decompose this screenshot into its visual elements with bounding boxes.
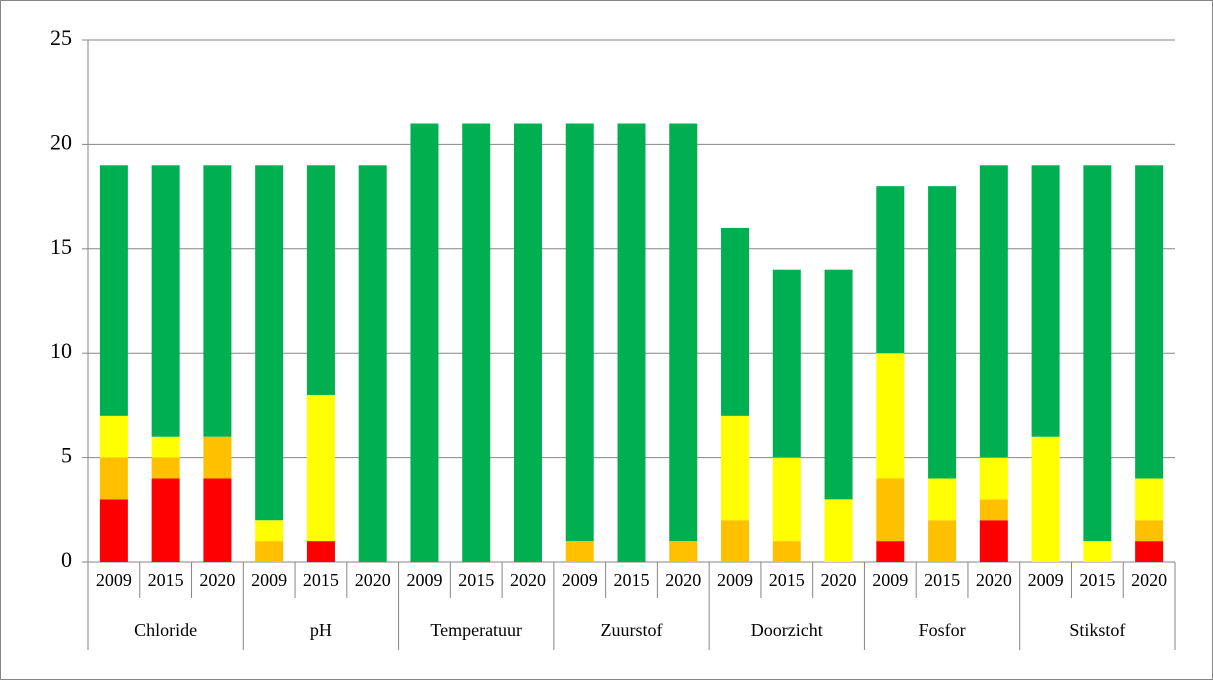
x-tick-label: 2015 — [924, 570, 960, 590]
x-tick-label: 2020 — [665, 570, 701, 590]
bar-segment — [1135, 478, 1164, 521]
x-tick-label: 2009 — [1028, 570, 1064, 590]
x-tick-label: 2020 — [510, 570, 546, 590]
x-tick-label: 2009 — [562, 570, 598, 590]
bar-segment — [1031, 436, 1060, 562]
bar-segment — [824, 269, 853, 500]
bar-segment — [876, 186, 905, 354]
group-label: Zuurstof — [601, 620, 663, 640]
x-tick-label: 2015 — [614, 570, 650, 590]
bar-segment — [203, 165, 232, 437]
bar-segment — [1083, 165, 1112, 542]
x-tick-label: 2020 — [199, 570, 235, 590]
bar-segment — [772, 541, 801, 562]
bar-segment — [151, 478, 180, 562]
bar-segment — [1083, 541, 1112, 562]
x-tick-label: 2020 — [821, 570, 857, 590]
x-tick-label: 2020 — [355, 570, 391, 590]
x-tick-label: 2009 — [251, 570, 287, 590]
y-tick-label: 0 — [61, 547, 72, 572]
bar-segment — [306, 541, 335, 562]
bar-segment — [1135, 520, 1164, 542]
y-tick-label: 5 — [61, 443, 72, 468]
bar-segment — [772, 457, 801, 542]
bar-segment — [203, 436, 232, 479]
bar-segment — [979, 499, 1008, 521]
group-label: Fosfor — [919, 620, 966, 640]
bar-segment — [876, 353, 905, 479]
bar-segment — [928, 520, 957, 562]
y-tick-label: 25 — [50, 25, 72, 50]
bar-segment — [876, 541, 905, 562]
bar-segment — [721, 520, 750, 562]
bar-segment — [306, 394, 335, 542]
bar-segment — [979, 520, 1008, 562]
bar-segment — [979, 165, 1008, 458]
x-tick-label: 2015 — [458, 570, 494, 590]
bar-segment — [306, 165, 335, 395]
bar-segment — [617, 123, 646, 563]
x-tick-label: 2020 — [976, 570, 1012, 590]
bar-segment — [255, 165, 284, 521]
bar-segment — [358, 165, 387, 562]
bar-segment — [824, 499, 853, 562]
y-tick-label: 20 — [50, 129, 72, 154]
bar-segment — [513, 123, 542, 563]
bar-segment — [721, 415, 750, 521]
group-label: Temperatuur — [430, 620, 522, 640]
bar-segment — [669, 123, 698, 542]
group-label: Doorzicht — [751, 620, 823, 640]
group-label: Stikstof — [1069, 620, 1125, 640]
bar-segment — [565, 123, 594, 542]
bar-segment — [979, 457, 1008, 500]
x-tick-label: 2009 — [717, 570, 753, 590]
bar-segment — [565, 541, 594, 562]
bar-segment — [151, 165, 180, 437]
x-tick-label: 2020 — [1131, 570, 1167, 590]
bar-segment — [99, 457, 128, 500]
bar-segment — [928, 186, 957, 479]
group-label: pH — [310, 620, 332, 640]
bar-segment — [99, 499, 128, 562]
bar-segment — [1031, 165, 1060, 437]
x-tick-label: 2015 — [148, 570, 184, 590]
group-label: Chloride — [134, 620, 197, 640]
bar-segment — [1135, 165, 1164, 479]
bar-segment — [151, 457, 180, 479]
bar-segment — [99, 415, 128, 458]
bar-segment — [721, 227, 750, 416]
x-tick-label: 2015 — [1079, 570, 1115, 590]
bar-segment — [203, 478, 232, 562]
x-tick-label: 2009 — [872, 570, 908, 590]
bar-segment — [928, 478, 957, 521]
y-tick-label: 10 — [50, 338, 72, 363]
bar-segment — [410, 123, 439, 563]
y-tick-label: 15 — [50, 234, 72, 259]
x-tick-label: 2009 — [406, 570, 442, 590]
bar-segment — [1135, 541, 1164, 562]
bar-segment — [151, 436, 180, 458]
bar-segment — [99, 165, 128, 416]
x-tick-label: 2015 — [303, 570, 339, 590]
bar-segment — [255, 541, 284, 562]
bar-segment — [462, 123, 491, 563]
bar-segment — [669, 541, 698, 562]
bar-segment — [772, 269, 801, 458]
bar-segment — [255, 520, 284, 542]
bar-segment — [876, 478, 905, 542]
x-tick-label: 2015 — [769, 570, 805, 590]
x-tick-label: 2009 — [96, 570, 132, 590]
